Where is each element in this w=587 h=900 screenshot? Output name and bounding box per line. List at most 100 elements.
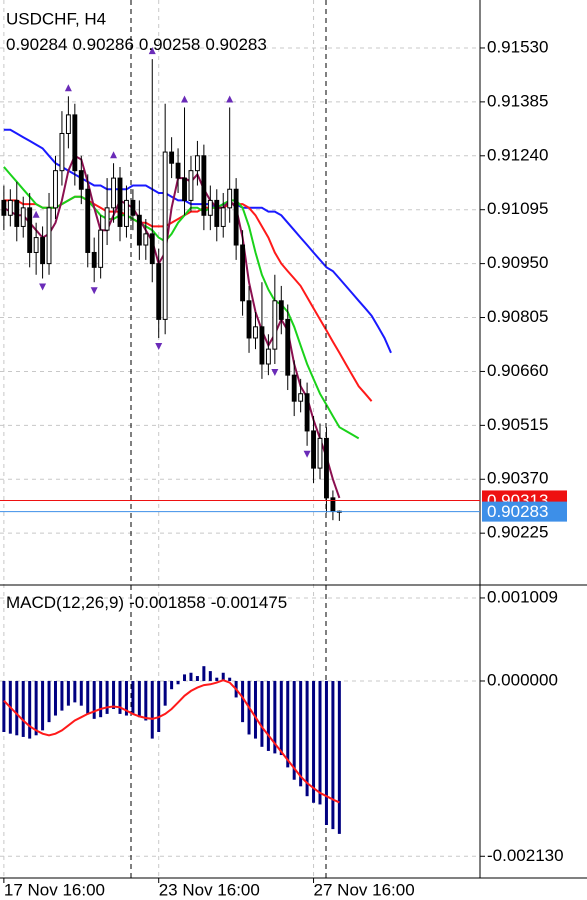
macd-bar	[170, 680, 174, 690]
y-tick-label: 0.91385	[487, 91, 548, 110]
fractal-up	[110, 151, 118, 159]
y-tick-label: 0.000000	[487, 670, 558, 689]
macd-bar	[163, 680, 167, 706]
candle-body	[324, 437, 329, 499]
candle-body	[265, 348, 271, 365]
candle-body	[220, 207, 226, 227]
macd-bar	[305, 680, 309, 797]
fractal-down	[155, 342, 163, 350]
y-tick-label: 0.91095	[487, 199, 548, 218]
front-layer: 0.91530 0.91385 0.91240 0.91095 0.90950 0.908…	[0, 37, 567, 899]
candle-body	[85, 188, 91, 253]
candle-body	[169, 151, 175, 164]
macd-bar	[86, 680, 90, 714]
candle-body	[272, 300, 278, 350]
candle-body	[201, 155, 207, 216]
moving-average	[3, 166, 360, 440]
macd-bar	[176, 680, 180, 685]
macd-bar	[28, 680, 32, 739]
fractal-down	[39, 283, 47, 291]
macd-bar	[157, 680, 161, 733]
fractal-down	[303, 450, 311, 458]
macd-bar	[266, 680, 270, 751]
macd-bar	[312, 680, 316, 803]
candle-body	[291, 374, 297, 402]
macd-bar	[189, 672, 193, 681]
fractal-up	[226, 95, 234, 103]
macd-bar	[273, 680, 277, 754]
candle-body	[175, 162, 181, 179]
macd-bar	[318, 680, 322, 805]
macd-bar	[299, 680, 303, 787]
candle-body	[317, 437, 323, 469]
price-label-box	[482, 501, 567, 522]
y-tick-label: 0.90660	[487, 361, 548, 380]
candle-body	[7, 199, 13, 216]
macd-title: MACD(12,26,9)	[6, 593, 124, 612]
candle-body	[149, 233, 155, 265]
candle-body	[1, 199, 7, 216]
y-tick-label: 0.90950	[487, 253, 548, 272]
macd-bar	[112, 680, 116, 709]
macd-bar	[183, 674, 187, 681]
candle-body	[53, 170, 58, 209]
chart-title: USDCHF, H4	[6, 9, 106, 28]
macd-bar	[324, 680, 328, 826]
background-layer	[0, 0, 480, 878]
price-label: 0.90283	[487, 502, 548, 521]
macd-bar	[215, 677, 219, 681]
macd-bar	[53, 680, 57, 716]
macd-header: MACD(12,26,9) -0.001858 -0.001475	[6, 593, 287, 612]
macd-bar	[279, 680, 283, 756]
candle-body	[33, 237, 39, 253]
close-value: 0.90283	[205, 35, 266, 54]
macd-bar	[131, 680, 135, 714]
macd-bar	[99, 680, 103, 718]
y-tick-label: -0.002130	[487, 846, 564, 865]
macd-bar	[228, 677, 232, 681]
macd-bar	[144, 680, 148, 721]
candle-body	[278, 300, 284, 320]
candle-body	[285, 318, 291, 376]
low-value: 0.90258	[139, 35, 200, 54]
macd-value: -0.001858	[129, 593, 206, 612]
ohlc-header: 0.90284 0.90286 0.90258 0.90283	[6, 35, 267, 54]
macd-bar	[66, 680, 70, 706]
macd-bar	[195, 676, 199, 681]
macd-bar	[150, 680, 154, 739]
candle-body	[27, 207, 33, 253]
macd-bar	[286, 680, 290, 768]
moving-average	[3, 195, 373, 402]
macd-bar	[208, 671, 212, 681]
macd-bar	[331, 680, 335, 830]
candle-body	[311, 430, 316, 469]
candle-body	[104, 207, 110, 231]
candle-body	[20, 207, 26, 227]
candle-body	[233, 188, 239, 246]
candle-body	[111, 177, 116, 209]
macd-bar	[21, 680, 25, 737]
y-tick-label: 0.90515	[487, 415, 548, 434]
macd-bar	[253, 680, 257, 739]
open-value: 0.90284	[6, 35, 67, 54]
macd-bar	[260, 680, 264, 747]
candle-body	[14, 199, 20, 227]
x-tick-label: 27 Nov 16:00	[314, 880, 415, 899]
candle-body	[182, 177, 187, 201]
high-value: 0.90286	[72, 35, 133, 54]
fractal-up	[181, 95, 189, 103]
candle-body	[98, 229, 104, 268]
candle-body	[162, 151, 168, 320]
macd-bar	[47, 680, 51, 723]
fractal-up	[148, 47, 156, 55]
candle-body	[259, 326, 265, 365]
candle-body	[214, 199, 220, 227]
signal-line	[3, 679, 340, 804]
candle-body	[188, 170, 194, 201]
macd-bar	[73, 680, 77, 703]
candle-body	[136, 214, 142, 246]
fractal-down	[271, 369, 279, 377]
macd-bar	[15, 680, 19, 736]
